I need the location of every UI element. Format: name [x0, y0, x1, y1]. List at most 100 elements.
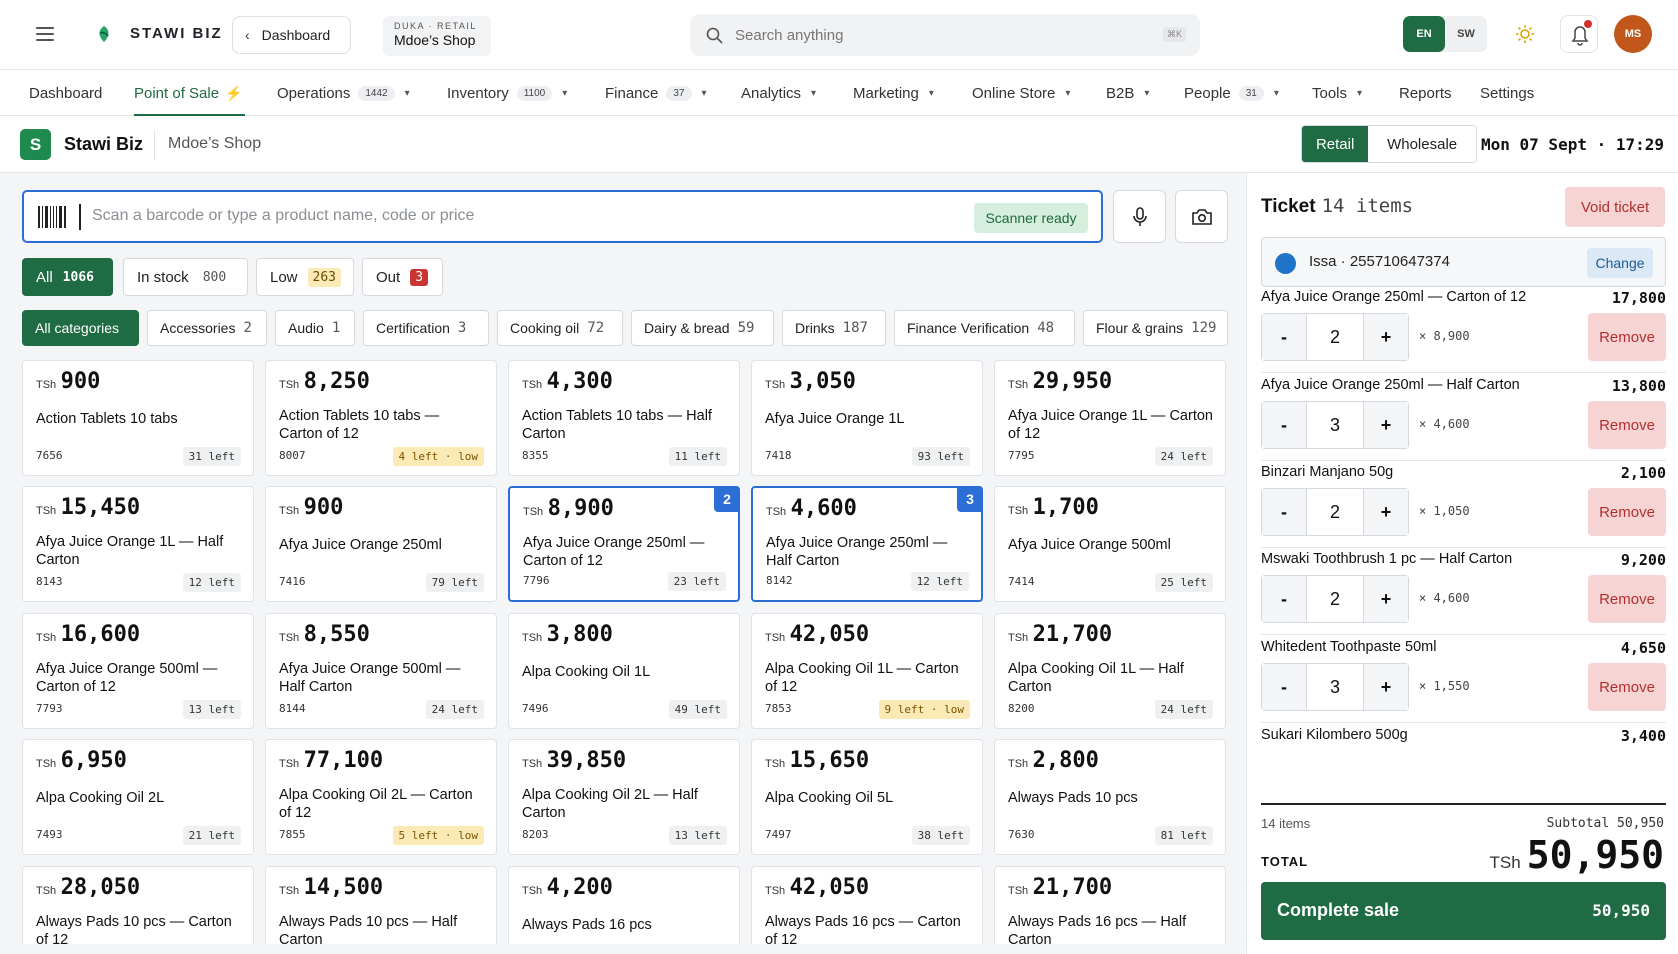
nav-marketing[interactable]: Marketing ▾ — [853, 70, 934, 116]
product-card[interactable]: TSh 15,450 Afya Juice Orange 1L — Half Ca… — [22, 486, 254, 602]
quantity-value[interactable]: 2 — [1306, 576, 1364, 622]
increase-quantity-button[interactable]: + — [1364, 664, 1408, 710]
category-label: All categories — [35, 320, 120, 336]
voice-search-button[interactable] — [1113, 190, 1166, 243]
remove-line-button[interactable]: Remove — [1588, 575, 1666, 623]
remove-line-button[interactable]: Remove — [1588, 401, 1666, 449]
product-card[interactable]: TSh 3,050 Afya Juice Orange 1L 7418 93 left — [751, 360, 983, 476]
product-card[interactable]: TSh 42,050 Always Pads 16 pcs — Carton of… — [751, 866, 983, 944]
nav-inventory[interactable]: Inventory 1100 ▾ — [447, 70, 567, 116]
nav-point-of-sale[interactable]: Point of Sale ⚡ — [134, 70, 245, 116]
product-name: Afya Juice Orange 1L — Half Carton — [36, 534, 224, 568]
category-audio[interactable]: Audio 1 — [275, 310, 355, 346]
category-drinks[interactable]: Drinks 187 — [782, 310, 886, 346]
product-card[interactable]: TSh 4,300 Action Tablets 10 tabs — Half C… — [508, 360, 740, 476]
product-card[interactable]: TSh 39,850 Alpa Cooking Oil 2L — Half Car… — [508, 739, 740, 855]
product-price: TSh 4,200 — [522, 875, 613, 900]
product-card[interactable]: TSh 77,100 Alpa Cooking Oil 2L — Carton o… — [265, 739, 497, 855]
line-item-name: Binzari Manjano 50g — [1261, 464, 1394, 480]
quantity-value[interactable]: 2 — [1306, 314, 1364, 360]
avatar[interactable]: MS — [1614, 15, 1652, 53]
menu-icon[interactable] — [36, 27, 54, 41]
product-card[interactable]: TSh 8,250 Action Tablets 10 tabs — Carton… — [265, 360, 497, 476]
category-accessories[interactable]: Accessories 2 — [147, 310, 267, 346]
quantity-value[interactable]: 2 — [1306, 489, 1364, 535]
complete-sale-button[interactable]: Complete sale 50,950 — [1261, 882, 1666, 940]
notifications-button[interactable] — [1560, 15, 1598, 53]
nav-online-store[interactable]: Online Store ▾ — [972, 70, 1070, 116]
back-to-dashboard-button[interactable]: ‹ Dashboard — [232, 16, 351, 54]
lang-en-button[interactable]: EN — [1403, 16, 1445, 52]
decrease-quantity-button[interactable]: - — [1262, 489, 1306, 535]
product-card[interactable]: TSh 1,700 Afya Juice Orange 500ml 7414 25 l… — [994, 486, 1226, 602]
nav-finance[interactable]: Finance 37 ▾ — [605, 70, 707, 116]
nav-label: Reports — [1399, 84, 1452, 102]
filter-all[interactable]: All 1066 — [22, 258, 113, 296]
product-card[interactable]: TSh 3,800 Alpa Cooking Oil 1L 7496 49 left — [508, 613, 740, 729]
nav-settings[interactable]: Settings — [1480, 70, 1534, 116]
line-item-name: Whitedent Toothpaste 50ml — [1261, 639, 1437, 655]
increase-quantity-button[interactable]: + — [1364, 314, 1408, 360]
barcode-search-input[interactable]: Scan a barcode or type a product name, c… — [22, 190, 1103, 243]
nav-reports[interactable]: Reports — [1399, 70, 1452, 116]
decrease-quantity-button[interactable]: - — [1262, 576, 1306, 622]
mode-retail-button[interactable]: Retail — [1302, 126, 1369, 162]
void-ticket-button[interactable]: Void ticket — [1565, 187, 1665, 227]
nav-tools[interactable]: Tools ▾ — [1312, 70, 1362, 116]
filter-low[interactable]: Low 263 — [256, 258, 354, 296]
increase-quantity-button[interactable]: + — [1364, 402, 1408, 448]
category-dairy-bread[interactable]: Dairy & bread 59 — [631, 310, 774, 346]
product-card[interactable]: TSh 2,800 Always Pads 10 pcs 7630 81 left — [994, 739, 1226, 855]
decrease-quantity-button[interactable]: - — [1262, 314, 1306, 360]
product-card[interactable]: TSh 4,200 Always Pads 16 pcs — [508, 866, 740, 944]
remove-line-button[interactable]: Remove — [1588, 313, 1666, 361]
category-finance-verification[interactable]: Finance Verification 48 — [894, 310, 1075, 346]
product-card[interactable]: TSh 21,700 Always Pads 16 pcs — Half Cart… — [994, 866, 1226, 944]
product-card[interactable]: TSh 900 Afya Juice Orange 250ml 7416 79 lef… — [265, 486, 497, 602]
unit-price: × 1,050 — [1419, 504, 1470, 518]
product-card[interactable]: TSh 4,600 Afya Juice Orange 250ml — Half … — [751, 486, 983, 602]
category-all-categories[interactable]: All categories — [22, 310, 139, 346]
product-price: TSh 42,050 — [765, 875, 869, 900]
product-card[interactable]: TSh 14,500 Always Pads 10 pcs — Half Cart… — [265, 866, 497, 944]
nav-people[interactable]: People 31 ▾ — [1184, 70, 1279, 116]
increase-quantity-button[interactable]: + — [1364, 576, 1408, 622]
camera-scan-button[interactable] — [1175, 190, 1228, 243]
product-card[interactable]: TSh 8,900 Afya Juice Orange 250ml — Carto… — [508, 486, 740, 602]
sun-icon[interactable] — [1515, 24, 1535, 44]
increase-quantity-button[interactable]: + — [1364, 489, 1408, 535]
category-flour-grains[interactable]: Flour & grains 129 — [1083, 310, 1228, 346]
product-card[interactable]: TSh 900 Action Tablets 10 tabs 7656 31 left — [22, 360, 254, 476]
category-cooking-oil[interactable]: Cooking oil 72 — [497, 310, 623, 346]
nav-b2b[interactable]: B2B ▾ — [1106, 70, 1149, 116]
product-card[interactable]: TSh 42,050 Alpa Cooking Oil 1L — Carton o… — [751, 613, 983, 729]
lang-sw-button[interactable]: SW — [1457, 28, 1475, 40]
shop-switcher[interactable]: DUKA · RETAIL Mdoe’s Shop — [383, 16, 491, 56]
product-card[interactable]: TSh 15,650 Alpa Cooking Oil 5L 7497 38 left — [751, 739, 983, 855]
price-amount: 4,300 — [546, 369, 613, 394]
quantity-value[interactable]: 3 — [1306, 402, 1364, 448]
change-customer-button[interactable]: Change — [1587, 248, 1653, 278]
quantity-value[interactable]: 3 — [1306, 664, 1364, 710]
remove-line-button[interactable]: Remove — [1588, 663, 1666, 711]
filter-in-stock[interactable]: In stock 800 — [123, 258, 248, 296]
decrease-quantity-button[interactable]: - — [1262, 402, 1306, 448]
nav-analytics[interactable]: Analytics ▾ — [741, 70, 816, 116]
product-card[interactable]: TSh 8,550 Afya Juice Orange 500ml — Half … — [265, 613, 497, 729]
decrease-quantity-button[interactable]: - — [1262, 664, 1306, 710]
remove-line-button[interactable]: Remove — [1588, 488, 1666, 536]
unit-price: × 8,900 — [1419, 329, 1470, 343]
global-search-input[interactable]: Search anything ⌘K — [690, 14, 1200, 56]
line-item-total: 17,800 — [1611, 289, 1666, 307]
product-card[interactable]: TSh 6,950 Alpa Cooking Oil 2L 7493 21 left — [22, 739, 254, 855]
product-code: 7853 — [765, 702, 792, 715]
nav-operations[interactable]: Operations 1442 ▾ — [277, 70, 410, 116]
mode-wholesale-button[interactable]: Wholesale — [1368, 126, 1476, 162]
filter-out[interactable]: Out 3 — [362, 258, 443, 296]
product-card[interactable]: TSh 29,950 Afya Juice Orange 1L — Carton … — [994, 360, 1226, 476]
nav-dashboard[interactable]: Dashboard — [29, 70, 102, 116]
product-card[interactable]: TSh 16,600 Afya Juice Orange 500ml — Cart… — [22, 613, 254, 729]
product-card[interactable]: TSh 21,700 Alpa Cooking Oil 1L — Half Car… — [994, 613, 1226, 729]
category-certification[interactable]: Certification 3 — [363, 310, 489, 346]
product-card[interactable]: TSh 28,050 Always Pads 10 pcs — Carton of… — [22, 866, 254, 944]
